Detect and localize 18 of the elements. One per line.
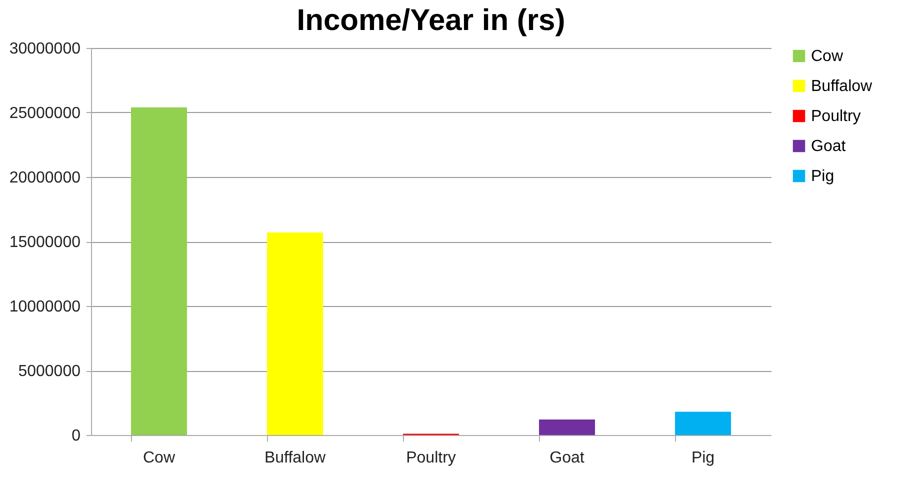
legend-label: Buffalow: [811, 78, 873, 95]
y-tick-label: 25000000: [9, 105, 81, 122]
legend-label: Pig: [811, 168, 834, 185]
y-tick-label: 15000000: [9, 234, 81, 251]
y-tick-label: 5000000: [18, 363, 81, 380]
y-tick-label: 20000000: [9, 170, 81, 186]
legend-label: Cow: [811, 48, 844, 65]
chart-title: Income/Year in (rs): [296, 4, 566, 37]
x-tick-label: Goat: [550, 450, 585, 466]
y-tick-label: 0: [72, 428, 81, 444]
x-tick-label: Poultry: [406, 450, 456, 466]
y-tick-label: 30000000: [9, 40, 81, 58]
legend-label: Goat: [811, 138, 846, 155]
legend-label: Poultry: [811, 108, 861, 125]
y-tick-label: 10000000: [9, 298, 81, 316]
x-tick-label: Pig: [691, 450, 715, 466]
x-tick-label: Cow: [142, 450, 176, 466]
x-tick-label: Buffalow: [264, 450, 326, 466]
